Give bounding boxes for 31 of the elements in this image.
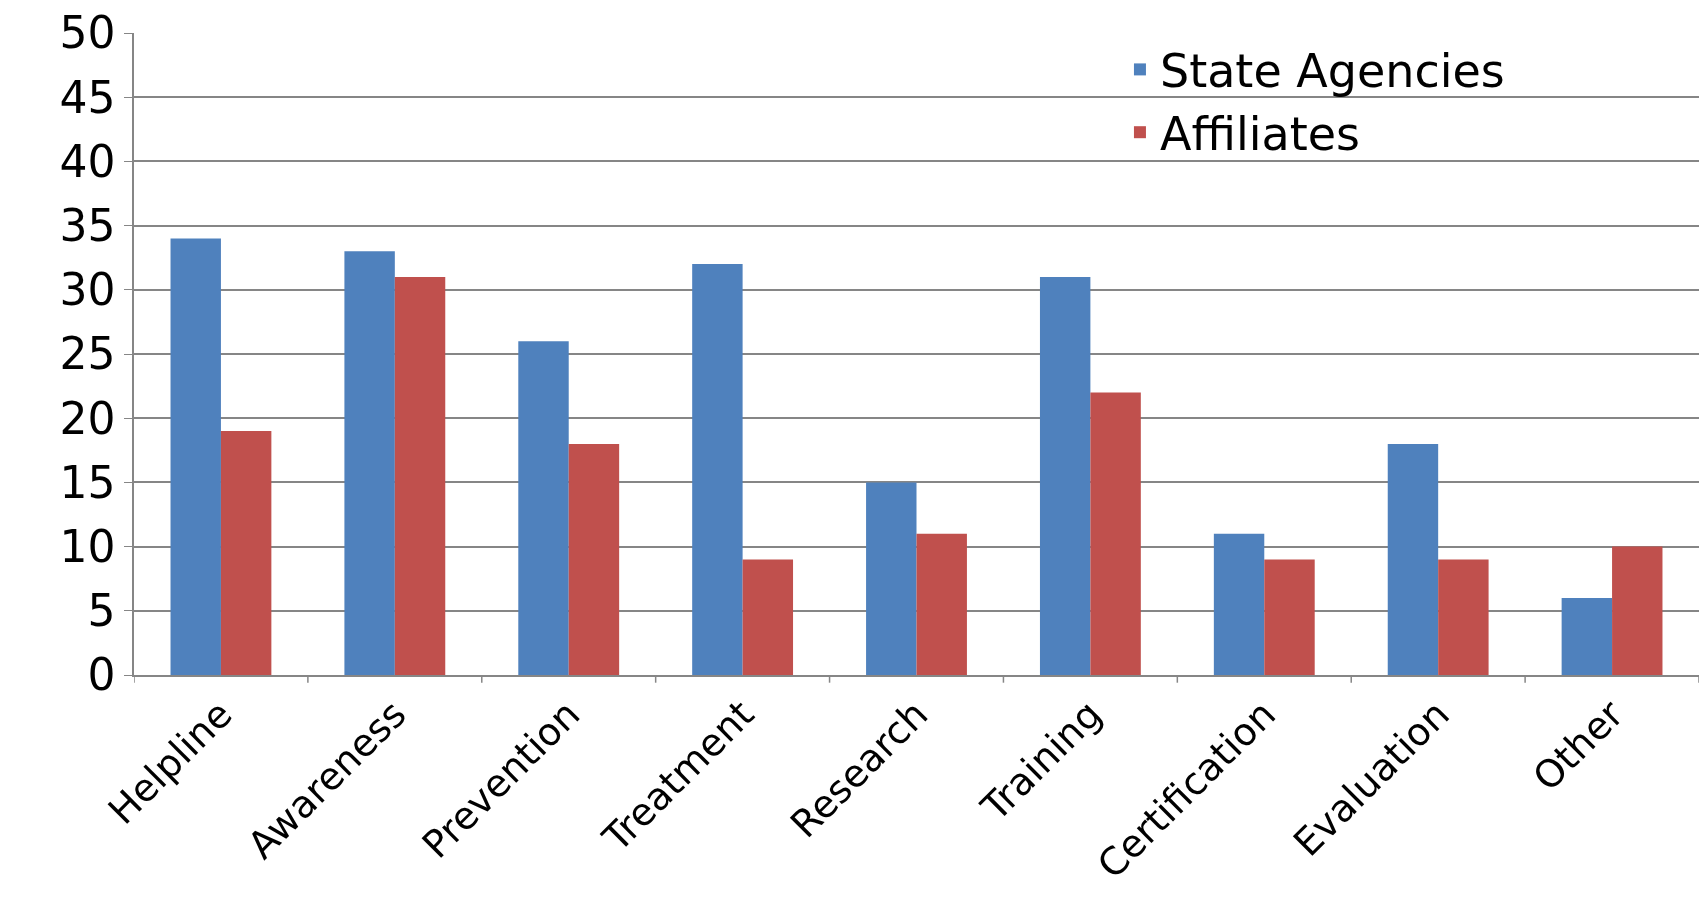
y-tick-label: 40 — [59, 135, 116, 187]
y-tick-label: 35 — [59, 200, 116, 251]
y-tick-label: 0 — [87, 649, 116, 701]
bar — [394, 276, 446, 675]
bar — [742, 559, 794, 675]
y-tick-label: 50 — [59, 7, 116, 59]
bar — [344, 251, 395, 675]
legend-label: Affiliates — [1159, 107, 1360, 162]
y-tick-label: 30 — [59, 264, 116, 316]
bar — [568, 443, 620, 675]
bar — [220, 431, 272, 675]
bar — [1264, 559, 1315, 675]
bar — [170, 238, 221, 675]
y-tick-label: 10 — [59, 521, 116, 572]
bar — [518, 341, 569, 675]
bar — [1213, 533, 1265, 675]
bar — [916, 533, 967, 675]
bar — [1561, 597, 1613, 675]
bar — [1438, 559, 1489, 675]
legend-label: State Agencies — [1159, 44, 1505, 99]
bar — [692, 264, 743, 675]
bar — [1612, 546, 1663, 675]
bar — [866, 482, 917, 675]
bar — [1090, 392, 1141, 675]
y-tick-label: 15 — [59, 456, 116, 508]
y-tick-label: 20 — [59, 392, 116, 444]
y-tick-label: 25 — [59, 328, 116, 380]
bar — [1387, 443, 1439, 675]
y-tick-label: 5 — [87, 585, 116, 637]
y-tick-label: 45 — [59, 71, 116, 123]
bar — [1039, 276, 1091, 675]
